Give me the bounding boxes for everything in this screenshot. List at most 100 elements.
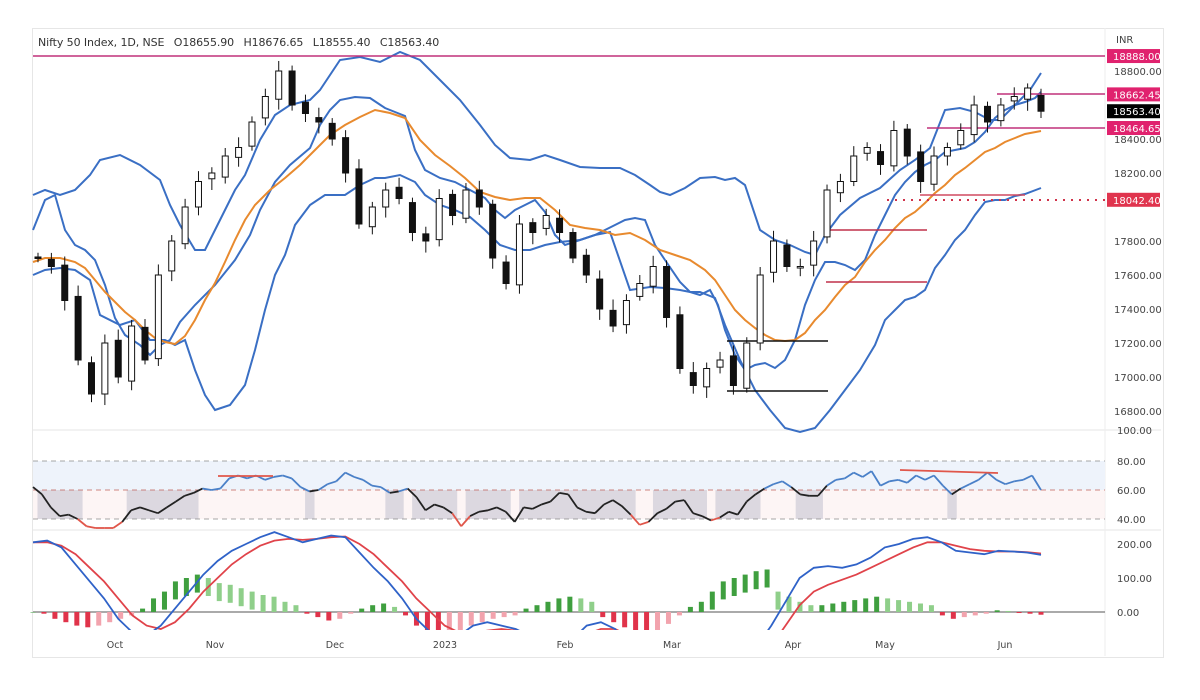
candle[interactable] xyxy=(47,258,55,267)
candle[interactable] xyxy=(622,300,630,326)
candle[interactable] xyxy=(315,117,323,123)
candle[interactable] xyxy=(917,151,925,182)
candle[interactable] xyxy=(408,202,416,234)
candle[interactable] xyxy=(128,325,136,382)
candle[interactable] xyxy=(930,155,938,185)
price-tick: 16800.00 xyxy=(1114,407,1162,418)
price-tick: 18200.00 xyxy=(1114,169,1162,180)
candle[interactable] xyxy=(1037,94,1045,112)
candle[interactable] xyxy=(462,189,470,219)
candle[interactable] xyxy=(542,215,550,229)
candle[interactable] xyxy=(997,104,1005,122)
candle[interactable] xyxy=(475,189,483,208)
candle[interactable] xyxy=(168,240,176,272)
candle[interactable] xyxy=(301,101,309,114)
macd-tick: 200.00 xyxy=(1117,540,1152,551)
candle[interactable] xyxy=(770,240,778,273)
candle[interactable] xyxy=(743,342,751,389)
candle[interactable] xyxy=(61,264,69,302)
candle[interactable] xyxy=(1010,96,1018,102)
candle[interactable] xyxy=(235,147,243,158)
candle[interactable] xyxy=(890,130,898,167)
candle[interactable] xyxy=(663,266,671,318)
candle[interactable] xyxy=(984,105,992,123)
candle[interactable] xyxy=(87,362,95,395)
rsi-tick: 60.00 xyxy=(1117,486,1146,497)
candle[interactable] xyxy=(194,181,202,208)
ohlc-high: H18676.65 xyxy=(243,36,304,49)
candle[interactable] xyxy=(556,217,564,234)
candle[interactable] xyxy=(221,155,229,178)
candle[interactable] xyxy=(877,151,885,166)
candle[interactable] xyxy=(649,266,657,287)
candle[interactable] xyxy=(529,222,537,233)
candle[interactable] xyxy=(729,355,737,387)
candle[interactable] xyxy=(836,181,844,194)
candle[interactable] xyxy=(796,266,804,269)
rsi-axis[interactable]: 100.00 80.00 60.00 40.00 xyxy=(1117,426,1152,526)
candle[interactable] xyxy=(783,244,791,268)
candle[interactable] xyxy=(703,368,711,388)
candle[interactable] xyxy=(422,233,430,242)
candle[interactable] xyxy=(756,274,764,344)
price-tick: 17800.00 xyxy=(1114,237,1162,248)
candle[interactable] xyxy=(248,121,256,147)
price-tag xyxy=(1107,49,1160,64)
candle[interactable] xyxy=(288,70,296,106)
candle[interactable] xyxy=(636,283,644,297)
price-tag xyxy=(1107,104,1160,119)
candle[interactable] xyxy=(582,254,590,276)
candle[interactable] xyxy=(208,172,216,180)
candle[interactable] xyxy=(114,339,122,378)
candle[interactable] xyxy=(328,122,336,140)
price-tick: 18400.00 xyxy=(1114,135,1162,146)
candle[interactable] xyxy=(970,104,978,136)
candle[interactable] xyxy=(515,223,523,286)
price-axis[interactable]: INR 18800.00 18400.00 18200.00 17800.00 17600… xyxy=(1107,35,1162,418)
candle[interactable] xyxy=(154,274,162,360)
price-tick: 17600.00 xyxy=(1114,271,1162,282)
candlesticks[interactable] xyxy=(34,60,1045,406)
ohlc-low: L18555.40 xyxy=(312,36,371,49)
time-axis[interactable]: Oct Nov Dec 2023 Feb Mar Apr May Jun xyxy=(107,640,1013,651)
candle[interactable] xyxy=(957,130,965,146)
price-tag xyxy=(1107,87,1160,102)
candle[interactable] xyxy=(863,147,871,154)
candle[interactable] xyxy=(609,309,617,327)
candle[interactable] xyxy=(689,372,697,386)
candle[interactable] xyxy=(489,203,497,259)
candle[interactable] xyxy=(181,206,189,245)
candle[interactable] xyxy=(596,278,604,310)
macd-axis[interactable]: 200.00 100.00 0.00 xyxy=(1117,540,1152,619)
candle[interactable] xyxy=(502,261,510,284)
candle[interactable] xyxy=(342,137,350,174)
price-tag-label: 18662.45 xyxy=(1113,90,1161,101)
candle[interactable] xyxy=(903,128,911,157)
candle[interactable] xyxy=(435,198,443,241)
candle[interactable] xyxy=(1024,87,1032,100)
candle[interactable] xyxy=(569,232,577,259)
candle[interactable] xyxy=(275,70,283,100)
candle[interactable] xyxy=(74,295,82,361)
candle[interactable] xyxy=(34,256,42,259)
candle[interactable] xyxy=(101,342,109,395)
candle[interactable] xyxy=(716,359,724,368)
candle[interactable] xyxy=(368,206,376,228)
candle[interactable] xyxy=(382,189,390,208)
symbol-title[interactable]: Nifty 50 Index, 1D, NSE xyxy=(38,36,165,49)
candle[interactable] xyxy=(943,147,951,157)
candle[interactable] xyxy=(449,193,457,216)
candle[interactable] xyxy=(355,168,363,225)
support-resistance-lines[interactable] xyxy=(33,55,1105,392)
candle[interactable] xyxy=(810,240,818,266)
candle[interactable] xyxy=(676,314,684,369)
price-tick: 17000.00 xyxy=(1114,373,1162,384)
candle[interactable] xyxy=(141,326,149,361)
price-tag-label: 18563.40 xyxy=(1113,107,1161,118)
candle[interactable] xyxy=(823,189,831,238)
candle[interactable] xyxy=(261,96,269,119)
candle[interactable] xyxy=(850,155,858,182)
price-tick: 17400.00 xyxy=(1114,305,1162,316)
candle[interactable] xyxy=(395,186,403,199)
